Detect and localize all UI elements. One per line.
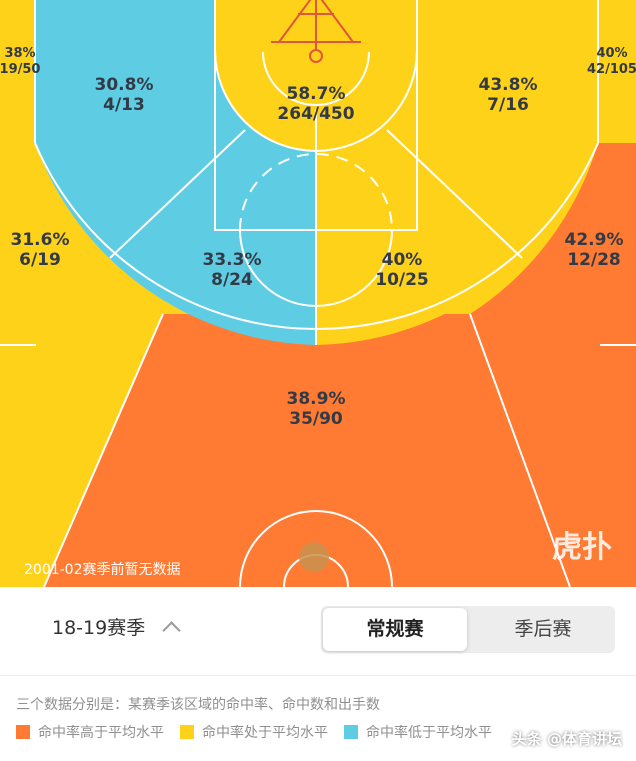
tab-playoffs[interactable]: 季后赛 — [514, 618, 572, 640]
zone-top-of-key-three — [44, 314, 570, 587]
zone-restricted-area — [215, 0, 417, 151]
left-wing-divider — [43, 313, 164, 587]
right-diag — [386, 129, 523, 259]
hupu-logo-text: 虎扑 — [552, 530, 612, 565]
zone-right-wing-three — [470, 143, 636, 587]
zone-pct-right-wing-three: 42.9% — [565, 230, 624, 250]
footer-watermark: 头条 @体育讲坛 — [511, 730, 622, 748]
free-throw-circle-top — [239, 153, 393, 231]
legend: 三个数据分别是：某赛季该区域的命中率、命中数和出手数 命中率高于平均水平 命中率… — [0, 676, 636, 761]
zone-made-attempts-restricted-area: 264/450 — [277, 104, 354, 124]
zone-left-corner-three — [0, 0, 35, 143]
court-lines — [0, 0, 636, 587]
zone-made-attempts-right-wing-three: 12/28 — [567, 250, 621, 270]
zone-left-wing-three — [0, 143, 163, 587]
zone-pct-right-midrange-top: 40% — [382, 250, 423, 270]
hoop-icon — [271, 0, 361, 63]
legend-label-above: 命中率高于平均水平 — [38, 725, 164, 741]
center-circle-outer — [239, 510, 393, 587]
basketball-icon — [299, 542, 329, 572]
zone-made-attempts-left-corner-three: 19/50 — [0, 62, 40, 77]
shot-chart: 38%19/50 30.8%4/13 58.7%264/450 43.8%7/16 40… — [0, 0, 636, 587]
season-label: 18-19赛季 — [52, 617, 146, 639]
zone-made-attempts-left-wing-three: 6/19 — [19, 250, 61, 270]
legend-label-average: 命中率处于平均水平 — [202, 725, 328, 741]
legend-swatch-above — [16, 725, 30, 739]
legend-item-average: 命中率处于平均水平 — [180, 722, 328, 742]
zone-pct-top-of-key-three: 38.9% — [287, 389, 346, 409]
season-type-switch: 常规赛 季后赛 — [321, 606, 615, 653]
tab-regular-season[interactable]: 常规赛 — [323, 608, 467, 651]
zone-pct-right-corner-three: 40% — [596, 46, 627, 61]
legend-swatch-below — [344, 725, 358, 739]
legend-item-above: 命中率高于平均水平 — [16, 722, 164, 742]
zone-made-attempts-left-elbow-midrange: 4/13 — [103, 95, 145, 115]
legend-swatch-average — [180, 725, 194, 739]
zone-made-attempts-top-of-key-three: 35/90 — [289, 409, 343, 429]
legend-label-below: 命中率低于平均水平 — [366, 725, 492, 741]
hupu-logo: 虎扑 — [552, 530, 612, 565]
zone-right-corner-three — [598, 0, 636, 143]
legend-items: 命中率高于平均水平 命中率处于平均水平 命中率低于平均水平 — [16, 722, 508, 742]
zone-pct-restricted-area: 58.7% — [287, 84, 346, 104]
court-note: 2001-02赛季前暂无数据 — [24, 561, 181, 578]
season-bar: 18-19赛季 常规赛 季后赛 — [0, 587, 636, 676]
right-wing-divider — [469, 313, 571, 587]
zone-made-attempts-left-midrange-top: 8/24 — [211, 270, 253, 290]
zone-made-attempts-right-corner-three: 42/105 — [587, 62, 636, 77]
zone-pct-left-corner-three: 38% — [4, 46, 35, 61]
zone-made-attempts-right-elbow-midrange: 7/16 — [487, 95, 529, 115]
zone-pct-right-elbow-midrange: 43.8% — [479, 75, 538, 95]
left-diag — [109, 129, 246, 259]
restricted-arc — [262, 51, 370, 106]
zone-labels: 38%19/50 30.8%4/13 58.7%264/450 43.8%7/16 40… — [0, 46, 636, 429]
zone-made-attempts-right-midrange-top: 10/25 — [375, 270, 429, 290]
zone-pct-left-midrange-top: 33.3% — [203, 250, 262, 270]
zone-pct-left-wing-three: 31.6% — [11, 230, 70, 250]
chevron-up-icon — [162, 621, 181, 640]
legend-item-below: 命中率低于平均水平 — [344, 722, 492, 742]
legend-description: 三个数据分别是：某赛季该区域的命中率、命中数和出手数 — [16, 697, 380, 713]
season-selector[interactable]: 18-19赛季 — [52, 613, 181, 640]
zone-pct-left-elbow-midrange: 30.8% — [95, 75, 154, 95]
